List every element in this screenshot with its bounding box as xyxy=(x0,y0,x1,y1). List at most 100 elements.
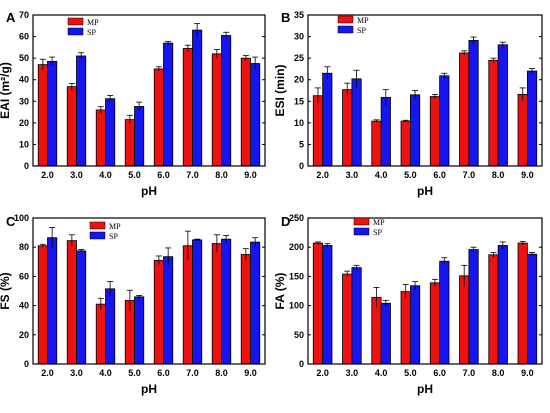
legend-swatch-sp xyxy=(67,27,84,36)
legend-swatch-sp xyxy=(337,25,354,34)
x-tick-label: 7.0 xyxy=(186,170,199,180)
bar-sp xyxy=(526,70,538,167)
x-tick-label: 8.0 xyxy=(215,368,228,378)
bar-sp xyxy=(409,94,421,167)
bar-mp xyxy=(517,242,528,365)
bar-mp xyxy=(488,254,499,365)
bar-sp xyxy=(497,245,508,365)
bar-mp xyxy=(240,254,251,365)
x-tick-label: 5.0 xyxy=(404,170,417,180)
bar-sp xyxy=(76,55,87,167)
bar-sp xyxy=(163,256,174,365)
bar-mp xyxy=(95,109,106,167)
bar-sp xyxy=(163,42,174,167)
y-axis-title: FS (%) xyxy=(0,272,12,309)
bar-mp xyxy=(66,86,77,167)
x-tick-label: 6.0 xyxy=(433,368,446,378)
chart-panel-c: C 0 20 40 60 80 100 2.0 3.0 4.0 5.0 6.0 7.0 8.0 9.0 pH F… xyxy=(0,213,266,396)
bar-sp xyxy=(105,98,116,167)
y-tick-label: 0 xyxy=(299,161,304,171)
bar-sp xyxy=(221,238,232,365)
bar-sp xyxy=(351,78,362,167)
x-axis-title: pH xyxy=(141,184,157,198)
legend-label-mp: MP xyxy=(109,222,121,231)
bar-mp xyxy=(240,57,251,167)
x-tick-label: 2.0 xyxy=(316,368,329,378)
bar-sp xyxy=(221,35,232,167)
chart-panel-b: B 0 5 10 15 20 25 30 35 2.0 3.0 4.0 5.0 6.0 7.0 8.0 9.0 p… xyxy=(273,10,543,198)
x-tick-label: 8.0 xyxy=(215,170,228,180)
bar-sp xyxy=(250,241,261,365)
y-tick-label: 80 xyxy=(19,242,29,252)
x-tick-label: 3.0 xyxy=(346,170,359,180)
y-tick-label: 40 xyxy=(19,75,29,85)
legend-label-sp: SP xyxy=(357,26,366,35)
x-tick-label: 4.0 xyxy=(99,170,112,180)
bar-mp xyxy=(342,273,353,365)
bar-mp xyxy=(400,120,411,167)
legend-swatch-mp xyxy=(337,15,354,24)
bar-sp xyxy=(322,72,333,167)
panel-letter: C xyxy=(6,214,16,229)
y-tick-label: 250 xyxy=(289,213,304,223)
x-tick-label: 3.0 xyxy=(70,368,83,378)
y-tick-label: 10 xyxy=(19,139,29,149)
x-tick-label: 9.0 xyxy=(521,170,534,180)
panel-letter: D xyxy=(281,214,290,229)
y-tick-label: 5 xyxy=(299,139,304,149)
bar-sp xyxy=(380,302,391,365)
bar-sp xyxy=(497,44,508,167)
y-tick-label: 0 xyxy=(299,359,304,369)
bar-sp xyxy=(105,288,116,365)
legend-swatch-mp xyxy=(353,217,370,226)
x-tick-label: 5.0 xyxy=(128,368,141,378)
x-tick-label: 9.0 xyxy=(244,170,257,180)
chart-panel-a: A 0 10 20 30 40 50 60 70 2.0 3.0 4.0 5.0 6.0 7.0 8.0 9.0… xyxy=(0,10,266,198)
y-tick-label: 50 xyxy=(19,53,29,63)
x-tick-label: 8.0 xyxy=(492,368,505,378)
bar-mp xyxy=(211,53,222,167)
y-tick-label: 0 xyxy=(24,359,29,369)
legend-swatch-mp xyxy=(89,221,106,230)
x-tick-label: 4.0 xyxy=(375,170,388,180)
y-axis-title: FA (%) xyxy=(273,273,287,310)
bar-sp xyxy=(351,267,362,365)
bar-mp xyxy=(37,64,48,167)
bar-sp xyxy=(322,245,333,365)
bar-mp xyxy=(371,120,382,167)
x-axis-title: pH xyxy=(417,382,433,396)
y-tick-label: 70 xyxy=(19,10,29,20)
y-tick-label: 35 xyxy=(294,10,304,20)
x-tick-label: 4.0 xyxy=(99,368,112,378)
x-tick-label: 6.0 xyxy=(157,368,170,378)
y-tick-label: 15 xyxy=(294,96,304,106)
y-tick-label: 40 xyxy=(19,301,29,311)
bar-sp xyxy=(134,106,145,167)
y-tick-label: 0 xyxy=(24,161,29,171)
bar-mp xyxy=(429,282,441,365)
bar-sp xyxy=(47,237,58,365)
y-axis-title: EAI (m²/g) xyxy=(0,62,12,119)
x-tick-label: 7.0 xyxy=(186,368,199,378)
x-tick-label: 2.0 xyxy=(316,170,329,180)
bar-sp xyxy=(192,239,203,365)
chart-panel-d: D 0 50 100 150 200 250 2.0 3.0 4.0 5.0 6.0 7.0 8.0 9.0… xyxy=(273,213,543,396)
bar-sp xyxy=(192,29,203,167)
bar-mp xyxy=(488,59,499,167)
bar-sp xyxy=(468,249,479,365)
plot-frame xyxy=(307,217,543,365)
y-axis-title: ESI (min) xyxy=(273,64,287,116)
legend-label-sp: SP xyxy=(109,232,118,241)
x-tick-label: 5.0 xyxy=(128,170,141,180)
y-tick-label: 20 xyxy=(294,75,304,85)
x-tick-label: 5.0 xyxy=(404,368,417,378)
plot-frame xyxy=(32,14,266,167)
y-tick-label: 25 xyxy=(294,53,304,63)
plot-frame xyxy=(32,217,266,365)
x-tick-label: 3.0 xyxy=(346,368,359,378)
x-axis-title: pH xyxy=(141,382,157,396)
y-tick-label: 10 xyxy=(294,118,304,128)
x-axis-title: pH xyxy=(417,184,433,198)
